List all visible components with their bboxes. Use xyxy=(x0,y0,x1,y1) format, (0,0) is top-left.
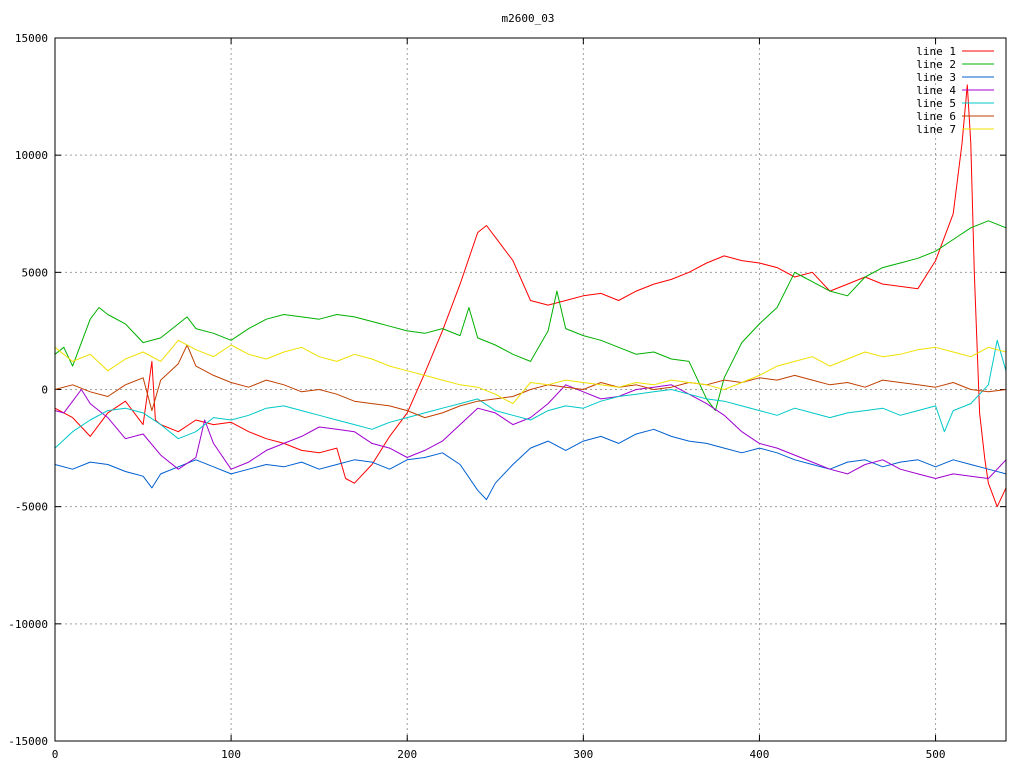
series-line-1 xyxy=(54,84,1007,508)
y-tick-label: -15000 xyxy=(8,735,48,748)
series-line-5 xyxy=(54,339,1007,449)
legend-label-3: line 3 xyxy=(916,71,956,84)
legend-label-5: line 5 xyxy=(916,97,956,110)
y-tick-label: 0 xyxy=(41,384,48,397)
series-line-4 xyxy=(54,384,1007,479)
chart-title: m2600_03 xyxy=(502,12,555,25)
x-tick-label: 100 xyxy=(221,748,241,761)
series-line-3 xyxy=(54,428,1007,501)
legend-label-4: line 4 xyxy=(916,84,956,97)
y-tick-label: 10000 xyxy=(15,149,48,162)
legend-label-2: line 2 xyxy=(916,58,956,71)
y-tick-label: 5000 xyxy=(22,266,49,279)
y-tick-label: 15000 xyxy=(15,32,48,45)
series-line-6 xyxy=(54,344,1007,419)
axis-ticks: 0 100 200 300 400 500 -15000 -10000 -5000 0 5000 10… xyxy=(8,32,1006,761)
x-tick-label: 200 xyxy=(397,748,417,761)
y-tick-label: -5000 xyxy=(15,501,48,514)
legend-label-6: line 6 xyxy=(916,110,956,123)
legend-label-1: line 1 xyxy=(916,45,956,58)
y-tick-label: -10000 xyxy=(8,618,48,631)
legend-label-7: line 7 xyxy=(916,123,956,136)
plot-frame xyxy=(54,37,1007,742)
series-line-2 xyxy=(54,220,1007,412)
series-line-7 xyxy=(54,339,1007,405)
series-lines xyxy=(54,84,1007,508)
x-tick-label: 300 xyxy=(573,748,593,761)
x-tick-label: 400 xyxy=(750,748,770,761)
x-tick-label: 0 xyxy=(52,748,59,761)
x-tick-label: 500 xyxy=(926,748,946,761)
